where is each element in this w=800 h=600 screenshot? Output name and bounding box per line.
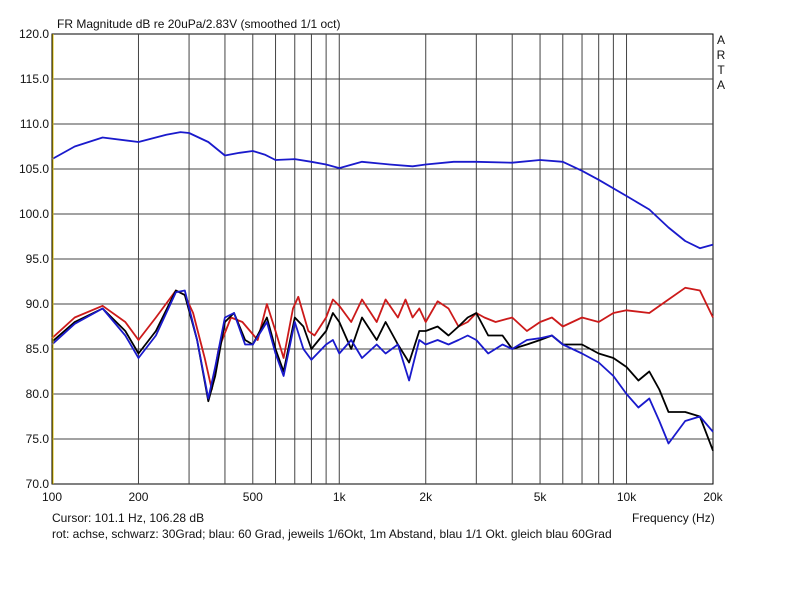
arta-letter: R: [716, 48, 726, 62]
y-tick-label: 110.0: [20, 117, 49, 131]
x-tick-label: 1k: [333, 490, 347, 504]
x-tick-label: 2k: [419, 490, 433, 504]
x-tick-label: 100: [42, 490, 62, 504]
series-line-1: [51, 131, 714, 250]
y-tick-label: 95.0: [26, 252, 50, 266]
series-line-3: [51, 289, 714, 452]
arta-letter: A: [716, 33, 725, 47]
x-tick-label: 200: [128, 490, 148, 504]
y-tick-label: 90.0: [26, 297, 50, 311]
x-tick-label: 5k: [534, 490, 548, 504]
x-tick-label: 10k: [617, 490, 637, 504]
arta-letter: A: [716, 78, 725, 92]
caption: rot: achse, schwarz: 30Grad; blau: 60 Gr…: [52, 527, 612, 541]
y-tick-label: 105.0: [19, 162, 49, 176]
series-line-2: [51, 286, 714, 391]
x-axis-label: Frequency (Hz): [632, 511, 715, 525]
y-tick-label: 70.0: [26, 477, 50, 491]
y-tick-label: 80.0: [26, 387, 50, 401]
y-tick-label: 100.0: [19, 207, 49, 221]
series-line-4: [51, 289, 714, 445]
cursor-readout: Cursor: 101.1 Hz, 106.28 dB: [52, 511, 205, 525]
y-tick-label: 115.0: [20, 72, 49, 86]
y-tick-label: 75.0: [26, 432, 50, 446]
arta-letter: T: [717, 63, 725, 77]
y-tick-label: 85.0: [26, 342, 50, 356]
arta-watermark: A R T A: [716, 33, 726, 93]
y-tick-label: 120.0: [19, 27, 49, 41]
x-tick-label: 20k: [703, 490, 723, 504]
x-tick-label: 500: [243, 490, 263, 504]
chart-title: FR Magnitude dB re 20uPa/2.83V (smoothed…: [57, 17, 341, 31]
